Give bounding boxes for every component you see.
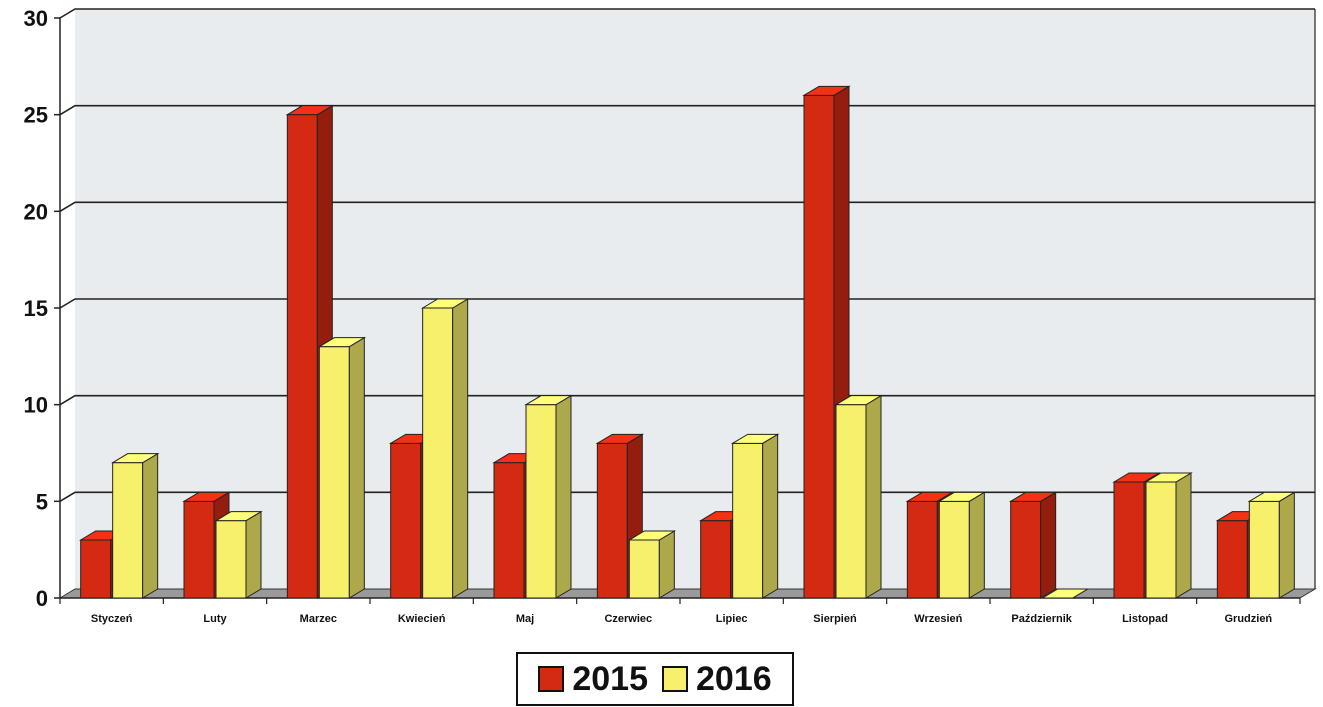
bars (78, 85, 1297, 599)
x-tick-label: Październik (1011, 613, 1072, 625)
x-tick-label: Czerwiec (604, 613, 652, 625)
y-axis-ticks: 0 5 10 15 20 25 30 (24, 6, 60, 611)
legend-label-2016: 2016 (696, 659, 772, 698)
bar-2016-1 (110, 452, 160, 599)
x-tick-label: Marzec (300, 613, 337, 625)
gridline (59, 491, 1315, 503)
gridline (59, 298, 1315, 309)
bar-2016-8 (834, 394, 883, 599)
y-tick-label: 5 (36, 489, 48, 514)
x-tick-label: Maj (516, 613, 534, 625)
x-tick-label: Styczeń (91, 613, 133, 625)
gridline (59, 8, 1315, 19)
x-tick-label: Sierpień (813, 613, 857, 625)
bar-2016-11 (1144, 472, 1193, 599)
y-tick-label: 20 (24, 199, 48, 224)
x-tick-label: Luty (203, 613, 227, 625)
legend-swatch-2015 (538, 666, 565, 692)
legend-swatch-2016 (662, 666, 688, 692)
y-tick-label: 25 (24, 103, 48, 128)
bar-2015-10 (1008, 491, 1058, 599)
bar-2016-7 (730, 433, 780, 599)
x-axis-ticks: Styczeń Luty Marzec Kwiecień Maj Czerwiec Lipi… (59, 598, 1301, 625)
x-tick-label: Grudzień (1224, 613, 1272, 625)
gridline (59, 201, 1315, 213)
gridlines (59, 8, 1315, 503)
bar-2016-5 (524, 394, 573, 599)
gridline (59, 104, 1315, 116)
bar-2015-9 (905, 491, 955, 599)
x-tick-label: Wrzesień (914, 613, 962, 625)
bar-2016-4 (420, 298, 470, 599)
y-tick-label: 15 (24, 296, 48, 321)
bar-2016-10 (1040, 588, 1090, 599)
y-tick-label: 0 (36, 586, 48, 611)
bar-2016-9 (937, 491, 987, 599)
bar-2015-7 (698, 510, 748, 599)
x-tick-label: Lipiec (716, 613, 748, 625)
legend-item-2015: 2015 (538, 660, 648, 699)
bar-2016-6 (627, 530, 677, 599)
gridline (59, 394, 1315, 406)
legend-item-2016: 2016 (662, 660, 772, 699)
y-tick-label: 30 (24, 6, 48, 31)
y-tick-label: 10 (24, 393, 48, 418)
x-tick-label: Listopad (1122, 613, 1168, 625)
legend-label-2015: 2015 (572, 659, 648, 698)
bar-2016-3 (317, 336, 367, 599)
x-tick-label: Kwiecień (398, 613, 446, 625)
legend: 2015 2016 (516, 652, 794, 706)
bar-2016-2 (214, 510, 263, 599)
bar-2016-12 (1247, 491, 1297, 599)
